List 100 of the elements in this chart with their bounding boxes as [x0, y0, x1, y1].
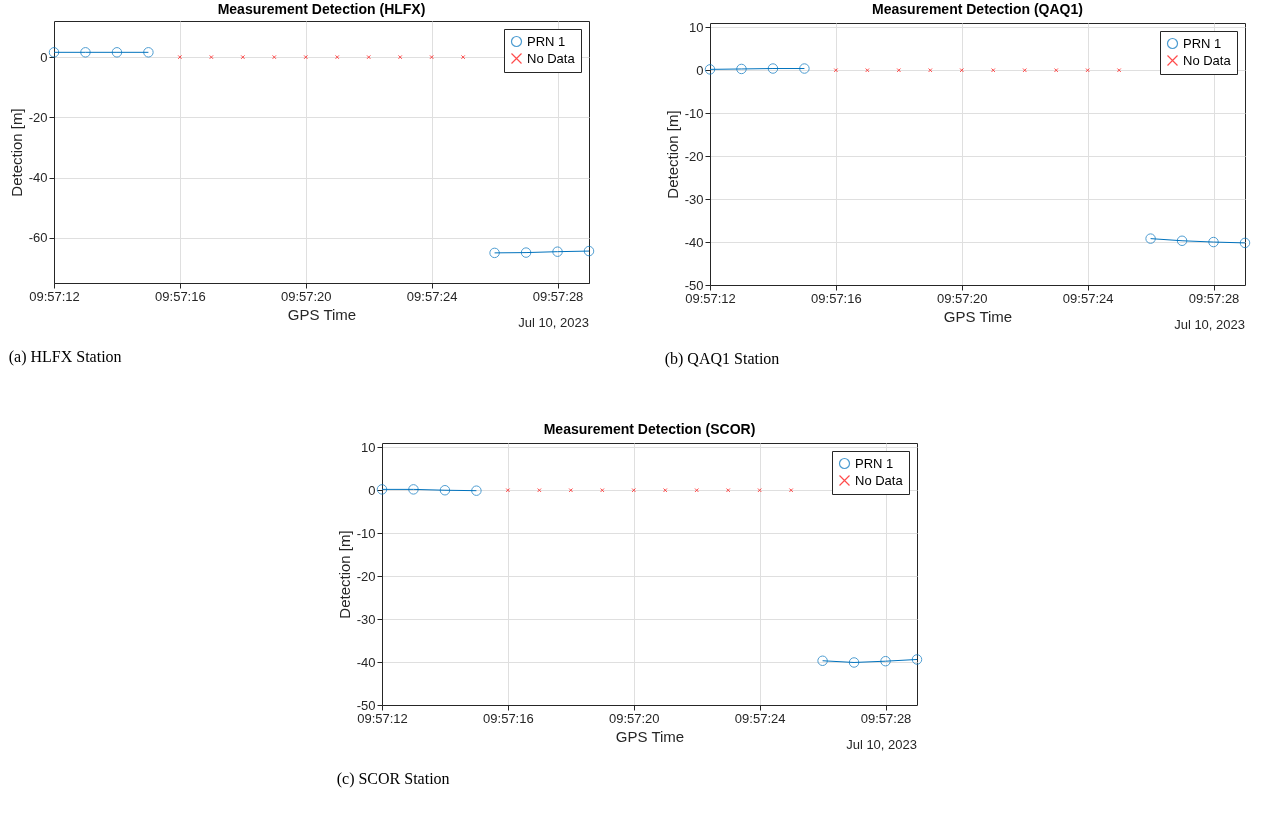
- point: [694, 488, 699, 493]
- x-tick-label: 09:57:16: [811, 290, 862, 306]
- point: [928, 68, 933, 73]
- chart-title: Measurement Detection (SCOR): [543, 421, 756, 438]
- x-tick-label: 09:57:12: [685, 290, 736, 306]
- text: (c) SCOR Station: [336, 769, 450, 788]
- x-tick-label: 09:57:20: [608, 710, 660, 726]
- point: [704, 64, 716, 75]
- point: [489, 247, 500, 259]
- point: [600, 488, 605, 493]
- point: [1116, 68, 1122, 73]
- x-tick-label: 09:57:12: [357, 710, 408, 726]
- point: [177, 54, 183, 60]
- y-tick-label: -40: [684, 234, 704, 250]
- point: [865, 68, 870, 73]
- legend-label: PRN 1: [527, 33, 566, 49]
- point: [303, 54, 308, 60]
- x-tick-label: 09:57:24: [734, 710, 786, 726]
- y-axis-title: Detection [m]: [335, 530, 353, 619]
- point: [1053, 68, 1059, 73]
- point: [799, 63, 810, 74]
- x-tick-label: 09:57:28: [1188, 290, 1240, 306]
- point: [143, 47, 154, 58]
- y-tick-label: -40: [28, 170, 48, 186]
- y-tick-label: 10: [689, 19, 704, 35]
- x-tick-label: 09:57:12: [29, 288, 80, 304]
- y-tick-label: 10: [361, 439, 376, 455]
- x-axis-title: GPS Time: [287, 305, 357, 323]
- point: [1085, 68, 1090, 73]
- x-tick-label: 09:57:16: [155, 288, 206, 304]
- point: [111, 47, 123, 58]
- x-tick-label: 09:57:28: [860, 710, 912, 726]
- point: [1239, 237, 1251, 249]
- y-tick-label: -20: [356, 568, 376, 584]
- point: [817, 655, 828, 666]
- point: [767, 63, 779, 74]
- point: [209, 54, 214, 60]
- text: (a) HLFX Station: [8, 347, 122, 366]
- point: [397, 54, 403, 60]
- y-tick-label: -20: [684, 148, 704, 164]
- legend-label: No Data: [1183, 52, 1232, 68]
- point: [366, 54, 371, 60]
- x-axis-title: GPS Time: [943, 307, 1013, 325]
- point: [583, 245, 595, 257]
- point: [460, 54, 466, 60]
- legend-label: No Data: [527, 50, 576, 66]
- point: [408, 484, 419, 495]
- y-tick-label: -50: [684, 277, 704, 293]
- point: [240, 54, 246, 60]
- point: [788, 488, 794, 493]
- y-tick-label: -50: [356, 697, 376, 713]
- legend-label: PRN 1: [1183, 35, 1222, 51]
- point: [471, 485, 482, 496]
- point: [991, 68, 996, 73]
- point: [505, 488, 511, 493]
- point: [1208, 236, 1219, 248]
- x-tick-label: 09:57:20: [936, 290, 988, 306]
- y-tick-label: -40: [356, 654, 376, 670]
- chart-title: Measurement Detection (QAQ1): [872, 1, 1083, 18]
- text: Jul 10, 2023: [518, 315, 589, 330]
- point: [848, 657, 860, 668]
- point: [896, 68, 902, 73]
- point: [880, 655, 891, 667]
- text: Jul 10, 2023: [1174, 317, 1245, 332]
- point: [376, 484, 388, 495]
- point: [80, 47, 91, 58]
- y-axis-title: Detection [m]: [663, 110, 681, 199]
- point: [631, 488, 636, 493]
- y-tick-label: 0: [368, 482, 376, 498]
- point: [537, 488, 542, 493]
- legend-label: No Data: [855, 472, 904, 488]
- x-tick-label: 09:57:16: [483, 710, 534, 726]
- y-tick-label: 0: [696, 62, 704, 78]
- point: [552, 246, 563, 257]
- point: [736, 63, 747, 75]
- point: [833, 68, 839, 73]
- y-tick-label: -10: [356, 525, 376, 541]
- chart-title: Measurement Detection (HLFX): [217, 1, 426, 17]
- text: (b) QAQ1 Station: [664, 349, 780, 368]
- point: [1022, 68, 1027, 73]
- point: [335, 54, 340, 60]
- point: [439, 485, 451, 496]
- y-axis-title: Detection [m]: [7, 108, 25, 197]
- point: [520, 247, 532, 258]
- x-tick-label: 09:57:28: [532, 288, 584, 304]
- point: [1176, 235, 1188, 246]
- y-tick-label: -10: [684, 105, 704, 121]
- point: [429, 54, 434, 60]
- text: Jul 10, 2023: [846, 737, 917, 752]
- y-tick-label: -30: [356, 611, 376, 627]
- point: [272, 54, 277, 60]
- x-tick-label: 09:57:20: [280, 288, 332, 304]
- y-tick-label: -20: [28, 109, 48, 125]
- x-axis-title: GPS Time: [615, 727, 685, 745]
- x-tick-label: 09:57:24: [406, 288, 458, 304]
- point: [1145, 233, 1156, 244]
- y-tick-label: 0: [40, 49, 48, 65]
- point: [568, 488, 574, 493]
- point: [911, 654, 923, 665]
- legend-label: PRN 1: [855, 455, 894, 471]
